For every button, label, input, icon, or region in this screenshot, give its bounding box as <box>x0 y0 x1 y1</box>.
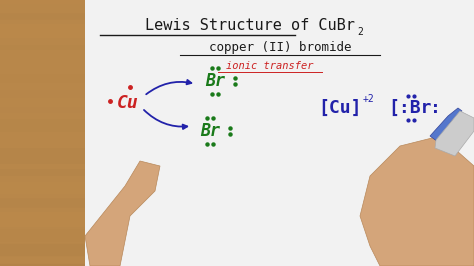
Polygon shape <box>430 108 462 142</box>
Text: Cu: Cu <box>117 94 139 112</box>
Text: Br: Br <box>200 122 220 140</box>
Text: Br: Br <box>205 72 225 90</box>
Text: :: : <box>429 99 440 117</box>
Text: Lewis Structure of CuBr: Lewis Structure of CuBr <box>145 19 355 34</box>
Text: 2: 2 <box>357 27 363 37</box>
Polygon shape <box>85 161 160 266</box>
Text: copper (II) bromide: copper (II) bromide <box>209 41 351 55</box>
Text: [:Br: [:Br <box>388 99 432 117</box>
Text: [Cu]: [Cu] <box>318 99 362 117</box>
Polygon shape <box>435 111 474 156</box>
Polygon shape <box>360 136 474 266</box>
Text: ionic transfer: ionic transfer <box>226 61 314 71</box>
Polygon shape <box>85 0 474 266</box>
Text: +2: +2 <box>362 94 374 104</box>
